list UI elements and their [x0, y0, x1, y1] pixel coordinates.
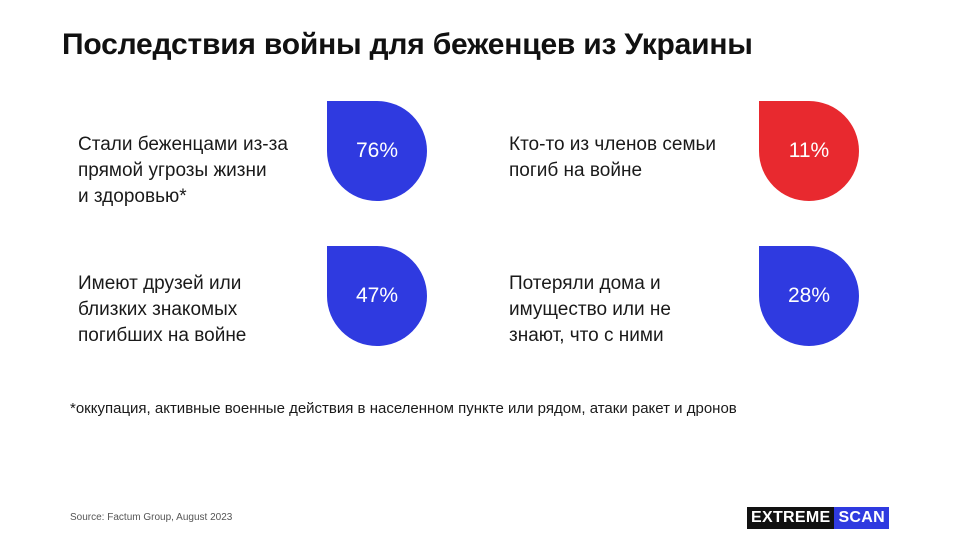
logo-part-extreme: EXTREME — [747, 507, 835, 529]
extremescan-logo: EXTREME SCAN — [747, 507, 889, 529]
stat-label-friends-died: Имеют друзей или близких знакомых погибш… — [78, 273, 247, 346]
stat-label-family-died: Кто-то из членов семьи погиб на войне — [509, 134, 717, 181]
stat-label-lost-home: Потеряли дома и имущество или не знают, … — [509, 273, 671, 346]
stat-badge-friends-died: 47% — [327, 246, 427, 346]
page-title: Последствия войны для беженцев из Украин… — [62, 28, 753, 61]
stat-badge-refugees-threat: 76% — [327, 101, 427, 201]
footnote: *оккупация, активные военные действия в … — [70, 400, 737, 417]
logo-part-scan: SCAN — [834, 507, 889, 529]
stat-badge-family-died: 11% — [759, 101, 859, 201]
stat-badge-lost-home: 28% — [759, 246, 859, 346]
source-note: Source: Factum Group, August 2023 — [70, 512, 233, 523]
stat-label-refugees-threat: Стали беженцами из-за прямой угрозы жизн… — [78, 134, 288, 207]
